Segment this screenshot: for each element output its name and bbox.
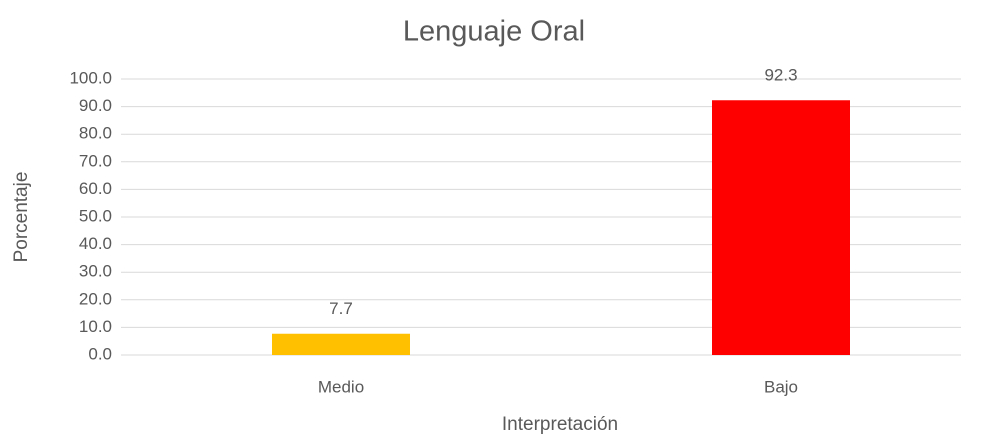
y-tick-label: 30.0 bbox=[79, 262, 112, 281]
chart-title: Lenguaje Oral bbox=[403, 16, 585, 48]
y-tick-label: 90.0 bbox=[79, 96, 112, 115]
x-tick-label: Medio bbox=[318, 377, 364, 396]
data-label: 7.7 bbox=[329, 299, 353, 318]
x-axis-title: Interpretación bbox=[502, 414, 618, 435]
bar bbox=[712, 100, 850, 355]
data-label: 92.3 bbox=[764, 66, 797, 85]
x-tick-label: Bajo bbox=[764, 377, 798, 396]
y-tick-label: 50.0 bbox=[79, 206, 112, 225]
y-tick-label: 40.0 bbox=[79, 234, 112, 253]
y-tick-label: 10.0 bbox=[79, 317, 112, 336]
y-tick-label: 60.0 bbox=[79, 179, 112, 198]
bar bbox=[272, 333, 410, 355]
y-tick-label: 0.0 bbox=[88, 344, 112, 363]
y-tick-label: 80.0 bbox=[79, 124, 112, 143]
y-axis-title: Porcentaje bbox=[11, 172, 32, 263]
y-tick-label: 100.0 bbox=[69, 68, 112, 87]
y-tick-label: 70.0 bbox=[79, 151, 112, 170]
y-tick-label: 20.0 bbox=[79, 289, 112, 308]
